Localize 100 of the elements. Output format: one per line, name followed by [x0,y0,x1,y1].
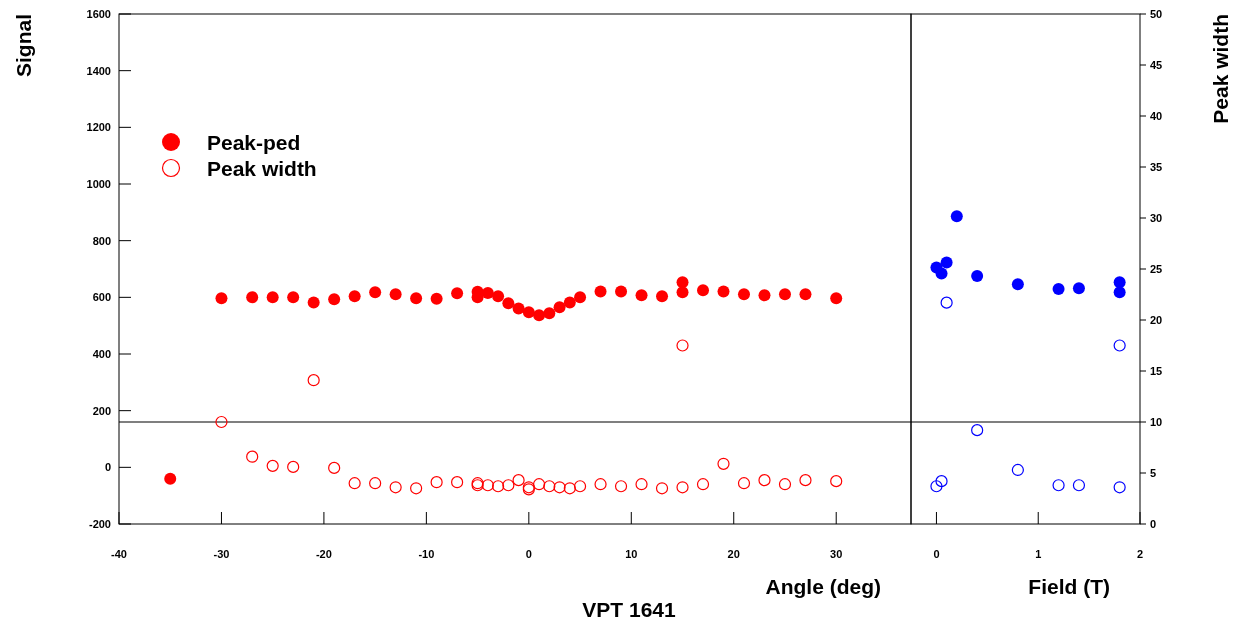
point [717,457,730,470]
y2-tick-label: 0 [1150,518,1157,530]
y2-tick-label: 45 [1150,59,1163,71]
y-tick-label: 1000 [86,178,111,190]
point [563,296,576,309]
point [543,480,556,493]
point [481,287,494,300]
point [492,290,505,303]
point [215,415,228,429]
point [676,481,689,494]
point [696,478,710,491]
point [369,286,382,299]
point [930,480,943,493]
point [502,479,515,492]
point [389,288,402,301]
point [778,288,791,301]
point [758,474,771,487]
point [594,478,607,491]
point [266,459,279,472]
point [635,289,648,302]
x-tick-label: 0 [933,548,940,560]
point [1113,339,1126,352]
y2-tick-label: 15 [1150,365,1163,377]
point [574,291,587,304]
x-tick-label: 0 [525,548,532,560]
point [1072,282,1085,295]
point [451,287,464,300]
point [481,479,494,492]
y2-tick-label: 35 [1150,161,1163,173]
point [522,306,535,319]
y-tick-label: 400 [92,348,111,360]
point [799,288,812,301]
point [287,460,300,473]
point [635,478,648,491]
y2-tick-label: 25 [1150,263,1163,275]
y-tick-label: 1200 [86,121,111,134]
point [266,291,279,304]
point [369,477,382,490]
point [940,296,953,309]
point [614,480,628,493]
point [717,285,730,298]
point [563,482,576,495]
y-tick-label: 200 [92,404,111,417]
point [758,289,771,302]
point [830,475,843,488]
y-tick-label: 1600 [86,8,111,20]
point [502,297,515,310]
point [307,374,320,387]
point [512,474,525,487]
point [430,476,443,489]
y-tick-label: -200 [88,518,111,530]
y-tick-label: 800 [92,234,111,247]
x-tick-label: 2 [1136,548,1144,560]
y2-axis-title: Peak width [1209,14,1232,124]
point [830,292,843,305]
point [971,270,984,283]
point [307,296,320,309]
legend-label: Peak width [207,157,317,180]
point [328,461,341,474]
point [410,482,423,495]
point [656,290,669,303]
x-tick-label: 30 [830,548,843,560]
point [1052,283,1065,296]
point [1072,479,1086,492]
point [573,480,587,493]
x-axis-title: Angle (deg) [765,575,881,598]
point [553,481,566,494]
point [737,288,750,301]
point [697,284,710,297]
point [971,424,984,437]
y-tick-label: 0 [104,461,111,474]
y-axis-title: Signal [12,14,35,78]
point [676,286,689,299]
point [950,210,963,223]
y2-tick-label: 10 [1150,416,1163,428]
point [799,474,812,487]
point [246,291,259,304]
point [553,301,566,314]
point [533,309,546,322]
point [1011,463,1024,477]
point [935,267,948,280]
point [1052,479,1065,492]
point [164,472,177,485]
x-tick-label: 10 [625,548,638,560]
point [451,476,464,489]
y-tick-label: 600 [92,291,111,304]
point [543,307,556,320]
point [1113,286,1126,299]
point [430,292,443,305]
point [348,477,361,490]
x-axis-title: Field (T) [1028,575,1110,598]
point [737,477,751,490]
point [389,481,402,494]
y-tick-label: 1400 [86,64,111,77]
x-tick-label: -20 [315,548,332,560]
point [676,339,689,352]
x-tick-label: 20 [727,548,740,560]
point [935,475,948,488]
y2-tick-label: 50 [1150,8,1163,20]
y2-tick-label: 20 [1150,314,1163,326]
